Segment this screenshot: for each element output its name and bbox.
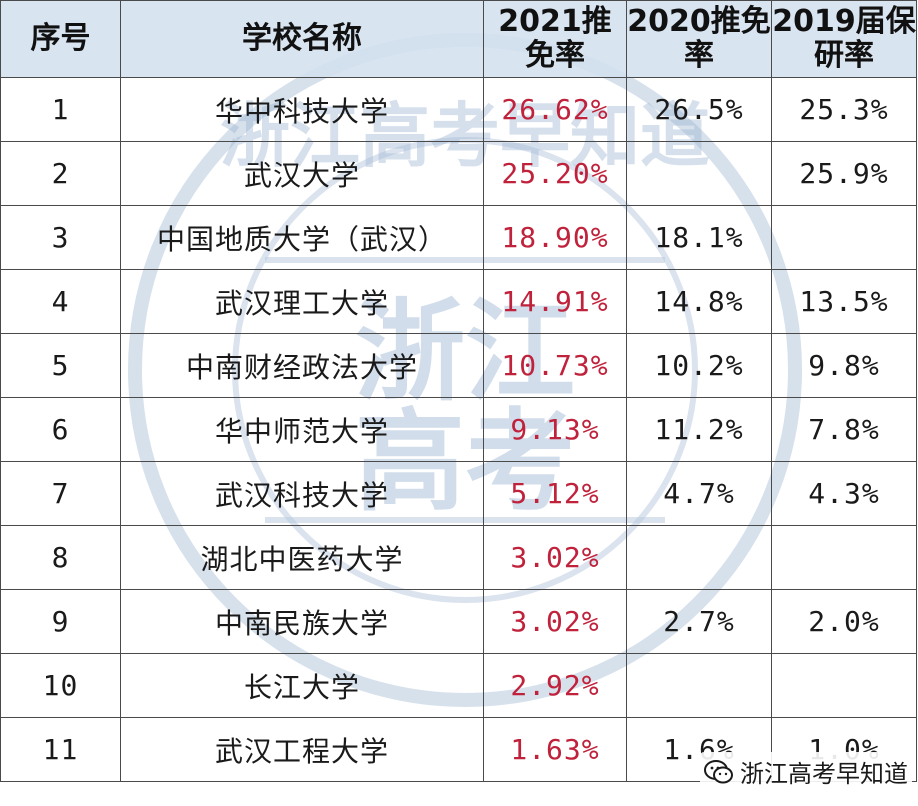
table-row: 2 武汉大学 25.20% 25.9% (0, 141, 917, 206)
row-rate-2020: 1.6% (626, 717, 772, 782)
table-row: 1 华中科技大学 26.62% 26.5% 25.3% (0, 77, 917, 142)
row-index: 9 (0, 589, 121, 654)
row-school: 武汉工程大学 (120, 717, 484, 782)
table-row: 10 长江大学 2.92% (0, 653, 917, 718)
row-rate-2021: 25.20% (483, 141, 627, 206)
table-row: 4 武汉理工大学 14.91% 14.8% 13.5% (0, 269, 917, 334)
table-header-row: 序号 学校名称 2021推免率 2020推免率 2019届保研率 (0, 0, 917, 78)
row-school: 武汉科技大学 (120, 461, 484, 526)
row-rate-2021: 1.63% (483, 717, 627, 782)
row-index: 2 (0, 141, 121, 206)
row-rate-2019: 25.9% (771, 141, 917, 206)
row-rate-2020: 14.8% (626, 269, 772, 334)
row-school: 华中科技大学 (120, 77, 484, 142)
table-row: 6 华中师范大学 9.13% 11.2% 7.8% (0, 397, 917, 462)
row-rate-2020: 18.1% (626, 205, 772, 270)
row-rate-2021: 26.62% (483, 77, 627, 142)
row-rate-2019: 2.0% (771, 589, 917, 654)
header-rate-2021: 2021推免率 (483, 0, 627, 78)
row-rate-2020: 4.7% (626, 461, 772, 526)
row-rate-2019: 4.3% (771, 461, 917, 526)
row-rate-2020: 11.2% (626, 397, 772, 462)
table-row: 5 中南财经政法大学 10.73% 10.2% 9.8% (0, 333, 917, 398)
row-rate-2020: 2.7% (626, 589, 772, 654)
row-school: 湖北中医药大学 (120, 525, 484, 590)
row-rate-2021: 3.02% (483, 525, 627, 590)
row-rate-2020 (626, 525, 772, 590)
header-index: 序号 (0, 0, 121, 78)
table-row: 11 武汉工程大学 1.63% 1.6% 1.0% (0, 717, 917, 782)
row-school: 中国地质大学（武汉） (120, 205, 484, 270)
row-rate-2020 (626, 141, 772, 206)
row-rate-2019: 13.5% (771, 269, 917, 334)
row-rate-2019: 25.3% (771, 77, 917, 142)
row-index: 1 (0, 77, 121, 142)
row-rate-2019: 7.8% (771, 397, 917, 462)
account-name: 浙江高考早知道 (740, 760, 908, 788)
row-school: 武汉大学 (120, 141, 484, 206)
row-index: 7 (0, 461, 121, 526)
row-index: 6 (0, 397, 121, 462)
row-school: 长江大学 (120, 653, 484, 718)
row-index: 5 (0, 333, 121, 398)
row-rate-2021: 5.12% (483, 461, 627, 526)
row-index: 10 (0, 653, 121, 718)
row-school: 中南民族大学 (120, 589, 484, 654)
row-school: 华中师范大学 (120, 397, 484, 462)
row-rate-2021: 2.92% (483, 653, 627, 718)
table-row: 9 中南民族大学 3.02% 2.7% 2.0% (0, 589, 917, 654)
table-row: 7 武汉科技大学 5.12% 4.7% 4.3% (0, 461, 917, 526)
row-index: 8 (0, 525, 121, 590)
row-index: 4 (0, 269, 121, 334)
row-school: 武汉理工大学 (120, 269, 484, 334)
header-school: 学校名称 (120, 0, 484, 78)
row-rate-2021: 14.91% (483, 269, 627, 334)
wechat-icon (704, 759, 733, 783)
row-index: 3 (0, 205, 121, 270)
row-rate-2021: 18.90% (483, 205, 627, 270)
row-school: 中南财经政法大学 (120, 333, 484, 398)
row-rate-2019: 9.8% (771, 333, 917, 398)
row-rate-2020: 26.5% (626, 77, 772, 142)
row-rate-2021: 9.13% (483, 397, 627, 462)
wechat-account-credit: 浙江高考早知道 (700, 752, 912, 791)
row-rate-2020 (626, 653, 772, 718)
row-rate-2019 (771, 653, 917, 718)
row-index: 11 (0, 717, 121, 782)
row-rate-2020: 10.2% (626, 333, 772, 398)
header-rate-2020: 2020推免率 (626, 0, 772, 78)
row-rate-2019 (771, 205, 917, 270)
row-rate-2021: 3.02% (483, 589, 627, 654)
row-rate-2019 (771, 525, 917, 590)
table-row: 8 湖北中医药大学 3.02% (0, 525, 917, 590)
recommendation-rate-table: 序号 学校名称 2021推免率 2020推免率 2019届保研率 1 华中科技大… (0, 0, 917, 782)
header-rate-2019: 2019届保研率 (771, 0, 917, 78)
table-row: 3 中国地质大学（武汉） 18.90% 18.1% (0, 205, 917, 270)
row-rate-2021: 10.73% (483, 333, 627, 398)
